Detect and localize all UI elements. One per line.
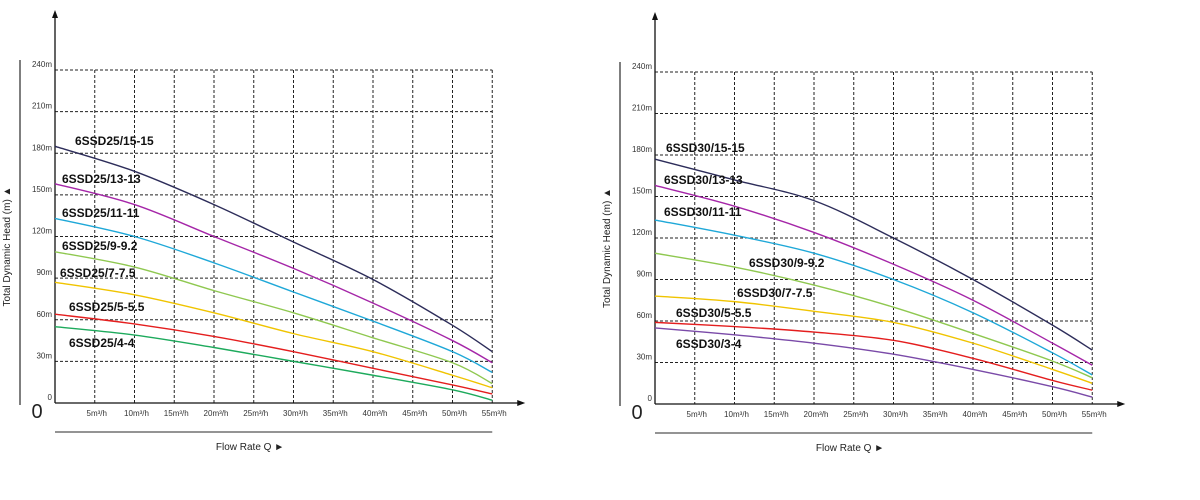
y-axis-arrow-icon [52, 10, 58, 18]
x-tick-label: 30m³/h [283, 409, 308, 418]
series-line-6ssd25-7-7-5 [54, 281, 493, 389]
y-tick-label: 120m [632, 228, 652, 237]
y-tick-label: 150m [632, 187, 652, 196]
series-line-6ssd25-5-5-5 [54, 313, 493, 395]
x-tick-label: 10m³/h [724, 410, 749, 419]
series-label: 6SSD30/11-11 [664, 205, 742, 219]
series-line-6ssd30-5-5-5 [654, 321, 1093, 391]
y-tick-label: 210m [32, 102, 52, 111]
x-tick-label: 5m³/h [687, 410, 707, 419]
x-tick-label: 30m³/h [883, 410, 908, 419]
y-tick-label: 60m [636, 311, 652, 320]
x-tick-label: 10m³/h [124, 409, 149, 418]
series-label: 6SSD25/5-5.5 [69, 300, 145, 314]
series-label: 6SSD25/9-9.2 [62, 239, 138, 253]
origin-label: 0 [631, 402, 642, 424]
series-line-6ssd30-13-13 [654, 184, 1093, 366]
series-label: 6SSD30/15-15 [666, 141, 745, 155]
x-tick-label: 5m³/h [87, 409, 107, 418]
x-tick-label: 35m³/h [323, 409, 348, 418]
x-tick-label: 20m³/h [204, 409, 229, 418]
series-line-6ssd25-15-15 [54, 145, 493, 353]
x-tick-label: 50m³/h [442, 409, 467, 418]
x-tick-label: 40m³/h [363, 409, 388, 418]
series-label: 6SSD25/13-13 [62, 172, 141, 186]
series-label: 6SSD30/5-5.5 [676, 306, 752, 320]
y-axis-title: Total Dynamic Head (m) ▲ [2, 187, 13, 307]
y-tick-label: 150m [32, 185, 52, 194]
x-tick-label: 25m³/h [243, 409, 268, 418]
x-axis-arrow-icon [517, 400, 526, 406]
x-axis-arrow-icon [1117, 401, 1126, 407]
x-tick-label: 25m³/h [843, 410, 868, 419]
x-tick-label: 40m³/h [963, 410, 988, 419]
x-tick-label: 20m³/h [804, 410, 829, 419]
y-tick-label: 90m [636, 270, 652, 279]
series-line-6ssd25-11-11 [54, 217, 493, 374]
y-tick-label: 240m [632, 62, 652, 71]
series-label: 6SSD25/11-11 [62, 206, 140, 220]
x-tick-label: 55m³/h [482, 409, 507, 418]
x-tick-label: 35m³/h [923, 410, 948, 419]
y-tick-label: 240m [32, 60, 52, 69]
series-label: 6SSD30/9-9.2 [749, 256, 825, 270]
y-tick-label: 90m [36, 268, 52, 277]
series-line-6ssd30-7-7-5 [654, 295, 1093, 384]
series-line-6ssd25-13-13 [54, 183, 493, 364]
series-label: 6SSD30/3-4 [676, 337, 742, 351]
chart-1: 0 30m 60m 90m 120m 150m 180m 210m 240m 5m³/h 10m³/… [2, 10, 526, 453]
series-line-6ssd30-15-15 [654, 158, 1093, 351]
x-tick-label: 15m³/h [764, 410, 789, 419]
series-line-6ssd25-4-4 [54, 325, 493, 401]
y-tick-label: 180m [32, 143, 52, 152]
y-axis-arrow-icon [652, 12, 658, 20]
series-label: 6SSD25/7-7.5 [60, 266, 136, 280]
y-tick-label: 0 [48, 393, 53, 402]
y-tick-label: 120m [32, 227, 52, 236]
x-tick-label: 50m³/h [1042, 410, 1067, 419]
x-tick-label: 45m³/h [1002, 410, 1027, 419]
series-label: 6SSD30/7-7.5 [737, 286, 813, 300]
y-tick-label: 180m [632, 145, 652, 154]
x-axis-title: Flow Rate Q ► [216, 442, 284, 453]
series-label: 6SSD25/15-15 [75, 134, 154, 148]
y-axis-title: Total Dynamic Head (m) ▲ [602, 188, 613, 308]
series-line-6ssd30-3-4 [654, 327, 1093, 398]
chart-2: 0 30m 60m 90m 120m 150m 180m 210m 240m 5m³/h 10m³/… [602, 12, 1126, 454]
series-line-6ssd25-9-9-2 [54, 251, 493, 385]
y-tick-label: 30m [636, 353, 652, 362]
y-tick-label: 0 [648, 394, 653, 403]
y-tick-label: 210m [632, 104, 652, 113]
series-line-6ssd30-11-11 [654, 219, 1093, 376]
y-tick-label: 60m [36, 310, 52, 319]
series-label: 6SSD25/4-4 [69, 336, 135, 350]
series-label: 6SSD30/13-13 [664, 173, 743, 187]
y-tick-label: 30m [36, 351, 52, 360]
x-tick-label: 45m³/h [402, 409, 427, 418]
x-tick-label: 15m³/h [164, 409, 189, 418]
x-tick-label: 55m³/h [1082, 410, 1107, 419]
x-axis-title: Flow Rate Q ► [816, 443, 884, 454]
origin-label: 0 [31, 401, 42, 423]
series-line-6ssd30-9-9-2 [654, 252, 1093, 379]
